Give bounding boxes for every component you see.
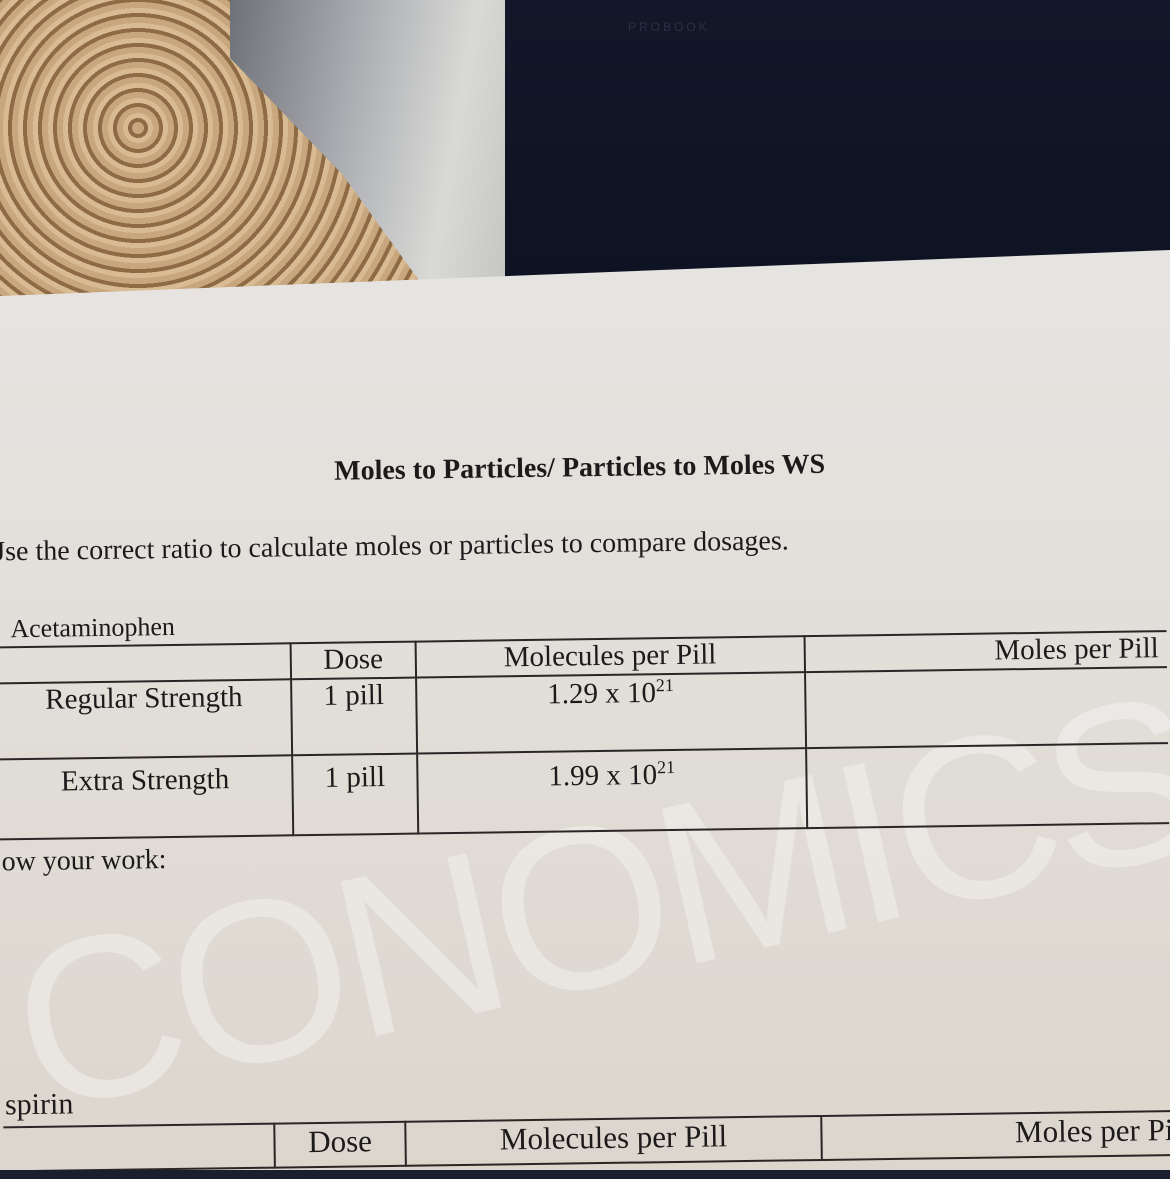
laptop-background (505, 0, 1170, 280)
show-work-label: ow your work: (1, 844, 167, 878)
laptop-brand-logo: PROBOOK (628, 20, 710, 34)
molecules-base: 1.29 x 10 (546, 676, 657, 711)
header-cell (0, 643, 292, 684)
row-name: Extra Strength (0, 755, 294, 840)
molecules-cell: 1.99 x 1021 (416, 748, 808, 834)
acetaminophen-table: Dose Molecules per Pill Moles per Pill R… (0, 630, 1170, 840)
header-cell: Moles per Pill (804, 631, 1167, 673)
instructions: Jse the correct ratio to calculate moles… (0, 525, 789, 568)
page-title: Moles to Particles/ Particles to Moles W… (333, 448, 826, 487)
molecules-cell: 1.29 x 1021 (415, 672, 807, 754)
header-cell: Molecules per Pill (405, 1115, 822, 1166)
dose-cell: 1 pill (292, 753, 418, 836)
header-cell (3, 1123, 275, 1170)
molecules-exponent: 21 (656, 756, 676, 778)
header-cell: Molecules per Pill (415, 636, 805, 678)
header-cell: Moles per Pi (820, 1111, 1170, 1160)
section-label-acetaminophen: Acetaminophen (10, 611, 176, 644)
table-row: Extra Strength 1 pill 1.99 x 1021 (0, 743, 1170, 840)
molecules-base: 1.99 x 10 (548, 758, 658, 793)
dose-cell: 1 pill (291, 677, 417, 756)
molecules-exponent: 21 (655, 674, 674, 696)
header-cell: Dose (290, 641, 416, 680)
section-label-aspirin: spirin (4, 1087, 74, 1122)
moles-answer-cell[interactable] (806, 743, 1170, 829)
moles-answer-cell[interactable] (804, 667, 1169, 749)
row-name: Regular Strength (0, 679, 293, 760)
header-cell: Dose (273, 1121, 407, 1168)
